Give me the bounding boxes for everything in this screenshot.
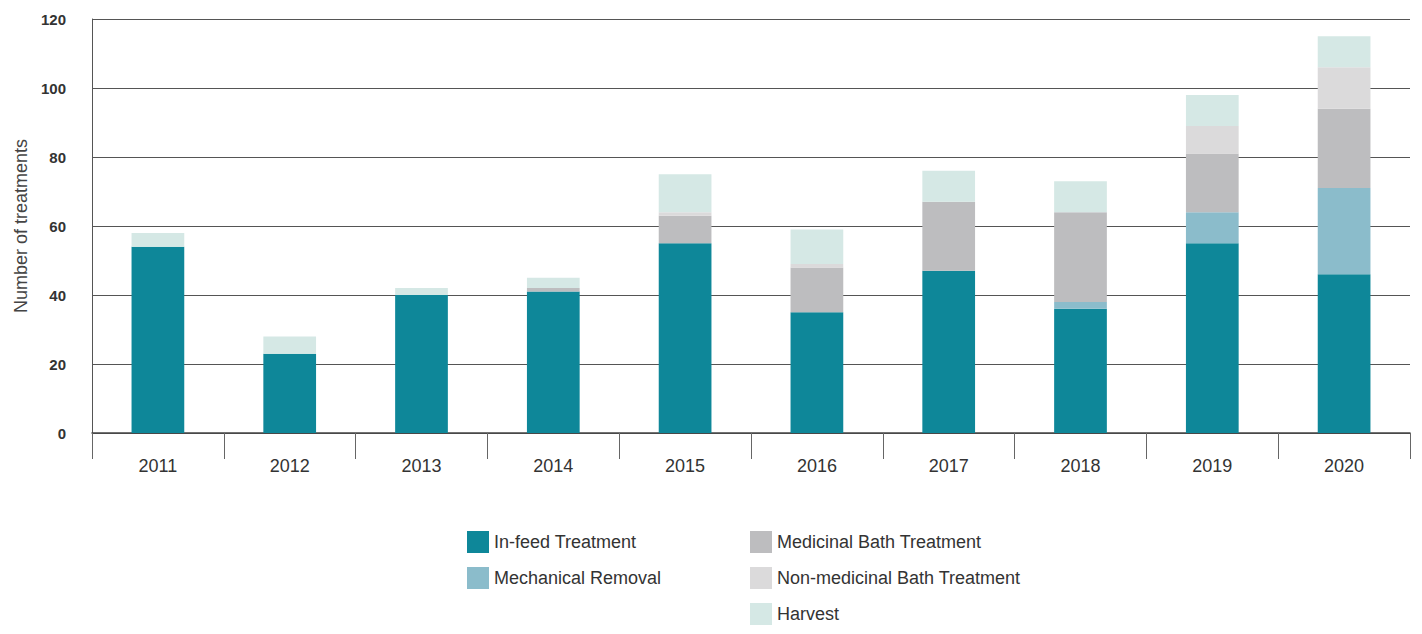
svg-text:2018: 2018 [1060, 456, 1100, 476]
svg-text:2020: 2020 [1324, 456, 1364, 476]
svg-text:Harvest: Harvest [777, 604, 839, 624]
svg-text:2011: 2011 [139, 456, 178, 476]
svg-text:In-feed Treatment: In-feed Treatment [494, 532, 636, 552]
svg-text:Non-medicinal Bath Treatment: Non-medicinal Bath Treatment [777, 568, 1020, 588]
svg-text:2015: 2015 [665, 456, 705, 476]
svg-text:Medicinal Bath Treatment: Medicinal Bath Treatment [777, 532, 981, 552]
svg-text:2014: 2014 [533, 456, 573, 476]
svg-text:100: 100 [41, 80, 66, 97]
svg-text:Mechanical Removal: Mechanical Removal [494, 568, 661, 588]
svg-text:2013: 2013 [401, 456, 441, 476]
svg-text:2016: 2016 [797, 456, 837, 476]
svg-text:Number of treatments: Number of treatments [11, 139, 31, 313]
svg-text:80: 80 [49, 149, 66, 166]
svg-text:2012: 2012 [270, 456, 310, 476]
svg-text:120: 120 [41, 11, 66, 28]
svg-text:0: 0 [58, 425, 66, 442]
svg-text:20: 20 [49, 356, 66, 373]
svg-text:2017: 2017 [929, 456, 969, 476]
svg-text:40: 40 [49, 287, 66, 304]
svg-text:2019: 2019 [1192, 456, 1232, 476]
svg-text:60: 60 [49, 218, 66, 235]
